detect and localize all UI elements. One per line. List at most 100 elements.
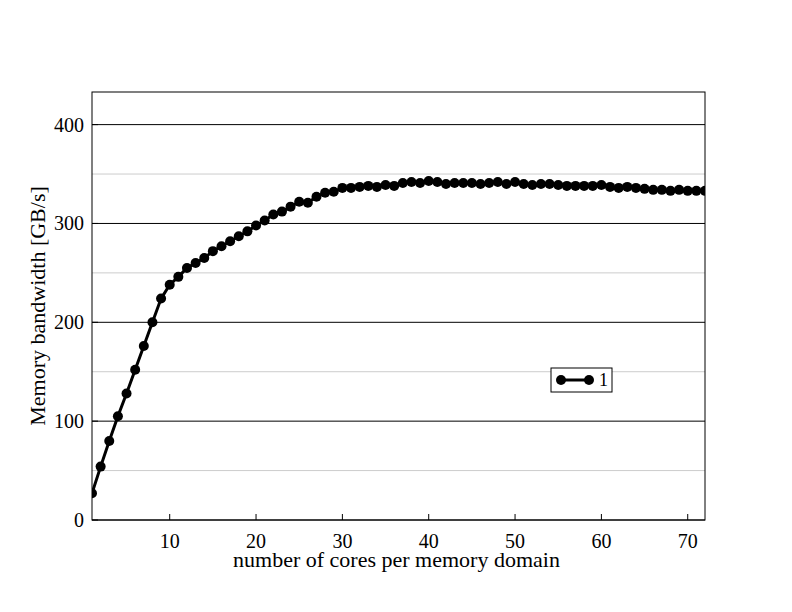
data-point bbox=[225, 236, 235, 246]
data-point bbox=[320, 188, 330, 198]
data-point bbox=[596, 180, 606, 190]
y-tick bbox=[92, 223, 98, 224]
data-point bbox=[242, 226, 252, 236]
data-point bbox=[691, 186, 701, 196]
data-point bbox=[268, 210, 278, 220]
y-tick-label: 200 bbox=[54, 311, 84, 333]
data-point bbox=[173, 272, 183, 282]
data-point bbox=[294, 197, 304, 207]
legend-box bbox=[551, 368, 612, 392]
legend: 1 bbox=[551, 368, 612, 392]
y-tick bbox=[92, 124, 98, 125]
data-point bbox=[139, 341, 149, 351]
data-point bbox=[346, 183, 356, 193]
data-point bbox=[640, 184, 650, 194]
x-tick bbox=[256, 514, 257, 520]
data-point bbox=[130, 365, 140, 375]
data-point bbox=[484, 178, 494, 188]
series-line bbox=[92, 181, 705, 493]
y-tick-label: 300 bbox=[54, 212, 84, 234]
data-point bbox=[104, 436, 114, 446]
data-point bbox=[553, 180, 563, 190]
legend-label: 1 bbox=[599, 370, 608, 390]
x-tick bbox=[342, 514, 343, 520]
y-tick bbox=[92, 322, 98, 323]
data-point bbox=[570, 181, 580, 191]
y-axis-label: Memory bandwidth [GB/s] bbox=[25, 186, 50, 426]
y-tick bbox=[92, 421, 98, 422]
data-point bbox=[217, 241, 227, 251]
grid-line bbox=[92, 421, 705, 422]
data-point bbox=[674, 185, 684, 195]
y-tick-label: 400 bbox=[54, 114, 84, 136]
minor-grid-line bbox=[92, 174, 705, 175]
chart: 010020030040010203040506070number of cor… bbox=[0, 0, 792, 612]
data-point bbox=[614, 183, 624, 193]
data-point bbox=[476, 179, 486, 189]
legend-marker bbox=[556, 375, 566, 385]
data-point bbox=[631, 183, 641, 193]
data-point bbox=[113, 411, 123, 421]
data-point bbox=[458, 178, 468, 188]
data-point bbox=[329, 187, 339, 197]
x-tick bbox=[515, 514, 516, 520]
data-point bbox=[303, 198, 313, 208]
data-point bbox=[450, 178, 460, 188]
plot-area bbox=[92, 176, 705, 498]
y-tick-label: 0 bbox=[74, 509, 84, 531]
x-tick bbox=[428, 514, 429, 520]
data-point bbox=[277, 207, 287, 217]
data-point bbox=[665, 186, 675, 196]
data-point bbox=[406, 177, 416, 187]
plot-frame bbox=[92, 92, 705, 520]
data-point bbox=[622, 182, 632, 192]
data-point bbox=[92, 488, 97, 498]
x-tick bbox=[169, 514, 170, 520]
data-point bbox=[191, 258, 201, 268]
data-point bbox=[389, 181, 399, 191]
data-point bbox=[363, 181, 373, 191]
grid-line bbox=[92, 124, 705, 125]
data-point bbox=[700, 186, 705, 196]
y-tick bbox=[92, 520, 98, 521]
data-point bbox=[199, 253, 209, 263]
data-point bbox=[432, 177, 442, 187]
data-point bbox=[372, 182, 382, 192]
data-point bbox=[415, 178, 425, 188]
data-point bbox=[311, 192, 321, 202]
data-point bbox=[96, 462, 106, 472]
data-point bbox=[648, 185, 658, 195]
grid-line bbox=[92, 322, 705, 323]
data-point bbox=[251, 220, 261, 230]
data-point bbox=[683, 186, 693, 196]
y-tick-label: 100 bbox=[54, 410, 84, 432]
x-tick bbox=[687, 514, 688, 520]
data-point bbox=[519, 179, 529, 189]
data-point bbox=[165, 280, 175, 290]
data-point bbox=[122, 388, 132, 398]
data-point bbox=[208, 246, 218, 256]
x-tick-label: 10 bbox=[160, 530, 180, 552]
background bbox=[0, 0, 792, 612]
x-axis-label: number of cores per memory domain bbox=[233, 547, 560, 572]
data-point bbox=[657, 185, 667, 195]
data-point bbox=[156, 294, 166, 304]
minor-grid-line bbox=[92, 470, 705, 471]
data-point bbox=[337, 183, 347, 193]
x-tick-label: 60 bbox=[591, 530, 611, 552]
legend-marker bbox=[584, 375, 594, 385]
data-point bbox=[467, 178, 477, 188]
x-tick-label: 70 bbox=[678, 530, 698, 552]
data-point bbox=[398, 178, 408, 188]
data-point bbox=[182, 263, 192, 273]
data-point bbox=[527, 180, 537, 190]
data-point bbox=[260, 215, 270, 225]
data-point bbox=[536, 179, 546, 189]
data-point bbox=[441, 179, 451, 189]
data-point bbox=[493, 177, 503, 187]
data-point bbox=[501, 179, 511, 189]
x-tick bbox=[601, 514, 602, 520]
data-point bbox=[510, 177, 520, 187]
data-point bbox=[381, 180, 391, 190]
data-point bbox=[147, 317, 157, 327]
